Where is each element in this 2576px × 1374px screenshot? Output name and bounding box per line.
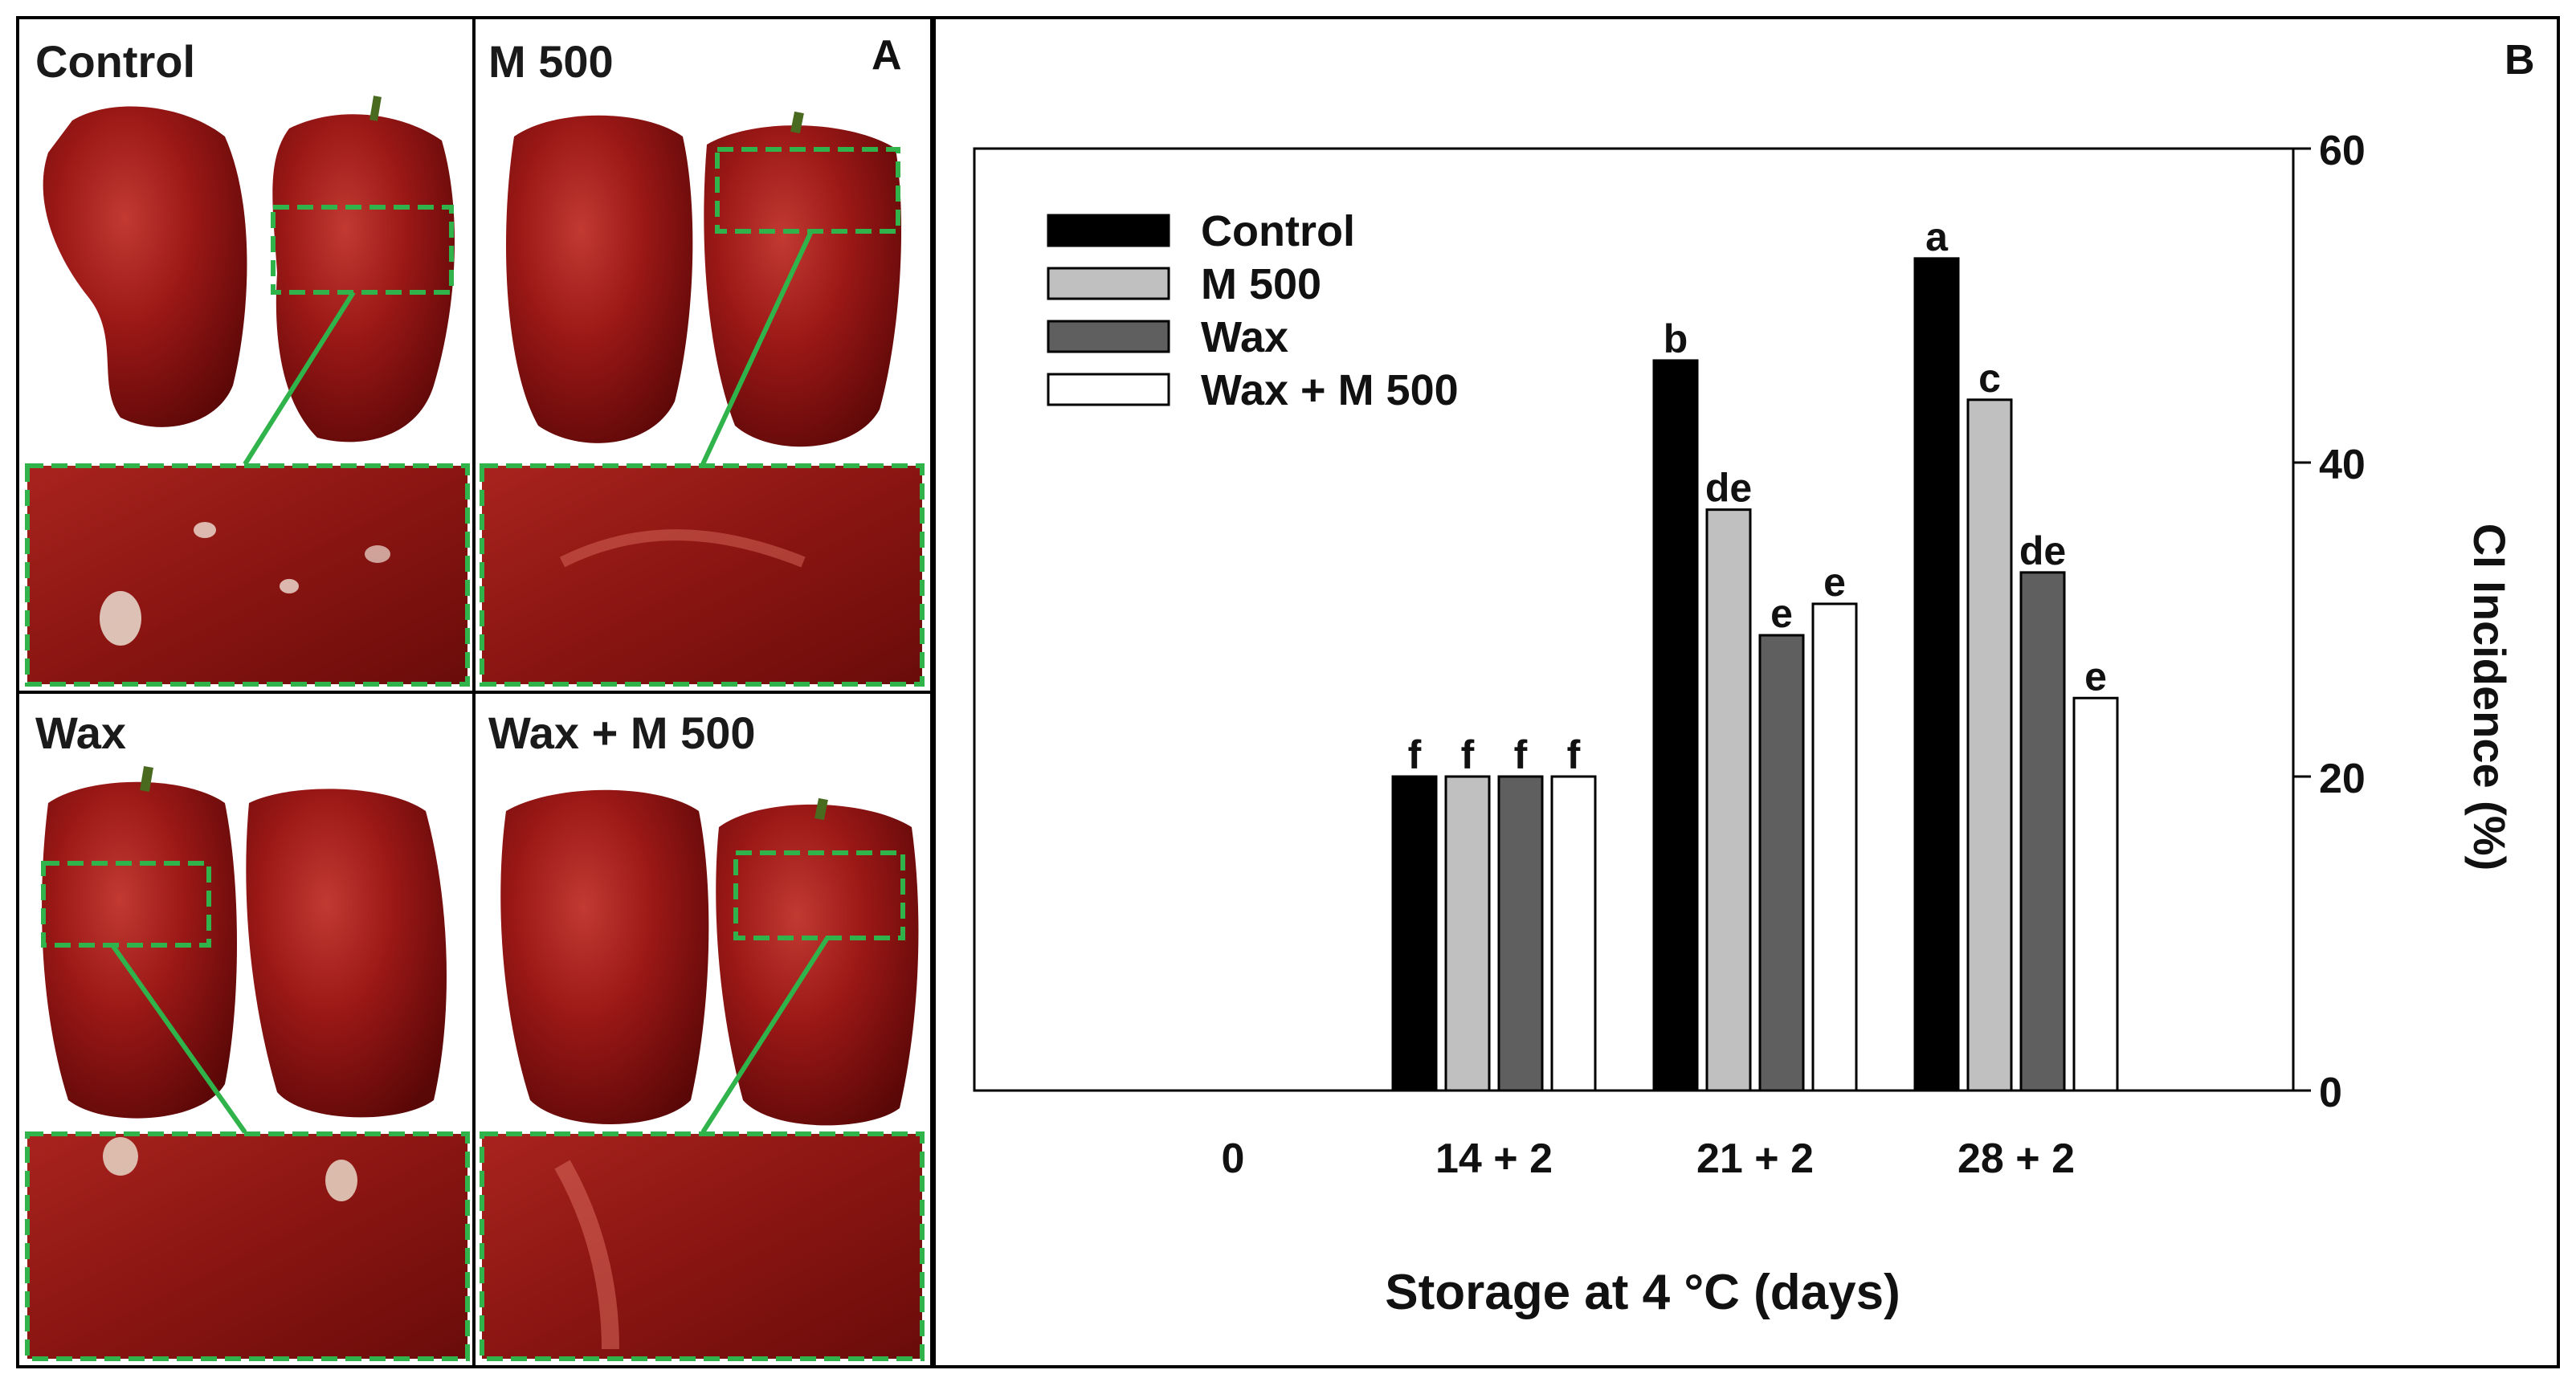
bar-wax-m-500-2	[1811, 602, 1858, 1092]
bar-letter: f	[1514, 732, 1528, 777]
x-tick-label: 14 + 2	[1435, 1135, 1553, 1182]
bar-wax-1	[1497, 775, 1544, 1092]
bar-m-500-1	[1444, 775, 1491, 1092]
stem-wax-m500	[814, 797, 828, 821]
photo-title-control: Control	[35, 36, 195, 87]
legend: Control M 500 Wax Wax + M 500	[1047, 207, 1459, 414]
bar-letter: de	[2019, 528, 2066, 573]
bar-letter: b	[1664, 316, 1688, 361]
bars	[1391, 257, 2119, 1092]
panel-a-label: A	[872, 32, 902, 79]
bar-m-500-2	[1705, 508, 1752, 1092]
x-axis: 0 14 + 2 21 + 2 28 + 2	[1222, 1135, 2075, 1182]
stem-m500	[790, 111, 804, 134]
zoom-box-wax	[41, 861, 211, 948]
lesion-control-4	[365, 545, 390, 563]
bar-letter: c	[1978, 356, 2001, 401]
zoom-inset-wax	[25, 1131, 470, 1361]
zoom-connector-wax	[110, 944, 247, 1134]
zoom-connector-m500	[700, 230, 814, 466]
highlight-wax-m500	[554, 1160, 619, 1350]
pepper-control-left	[43, 106, 247, 427]
pepper-control-right	[272, 114, 455, 442]
bar-control-2	[1652, 359, 1699, 1092]
photo-wax-m500: Wax + M 500	[480, 707, 925, 1361]
bar-letter: de	[1705, 466, 1752, 511]
y-tick-label: 20	[2319, 756, 2366, 802]
x-axis-title: Storage at 4 °C (days)	[1385, 1265, 1900, 1320]
photo-title-m500: M 500	[488, 36, 614, 87]
zoom-connector-wax-m500	[700, 936, 830, 1134]
bar-m-500-3	[1966, 398, 2013, 1092]
legend-label: Control	[1201, 207, 1355, 255]
bar-letter: f	[1461, 732, 1475, 777]
y-tick-label: 0	[2319, 1070, 2342, 1116]
legend-swatch-control	[1047, 214, 1170, 247]
bar-wax-m-500-1	[1550, 775, 1597, 1092]
photo-control: Control	[25, 36, 470, 687]
pepper-m500-left	[506, 115, 693, 443]
x-tick-label: 21 + 2	[1696, 1135, 1814, 1182]
bar-control-3	[1913, 257, 1960, 1092]
plot-area	[973, 147, 2295, 1092]
legend-label: Wax + M 500	[1201, 366, 1459, 414]
legend-label: M 500	[1201, 260, 1321, 308]
x-tick-label: 0	[1222, 1135, 1245, 1182]
bar-letter: a	[1925, 214, 1949, 259]
zoom-inset-control	[25, 463, 470, 687]
legend-swatch-wax	[1047, 320, 1170, 353]
lesion-control-3	[280, 579, 299, 593]
lesion-control-2	[194, 522, 216, 538]
zoom-connector-control	[243, 291, 356, 466]
zoom-inset-m500	[480, 463, 925, 687]
pepper-wax-m500-right	[716, 804, 919, 1126]
bar-wax-3	[2019, 571, 2066, 1092]
y-tick-label: 40	[2319, 442, 2366, 488]
pepper-wax-right	[246, 789, 447, 1118]
bar-control-1	[1391, 775, 1438, 1092]
y-tick-label: 60	[2319, 128, 2366, 174]
legend-label: Wax	[1201, 313, 1288, 361]
bar-letter: f	[1408, 732, 1422, 777]
bar-wax-m-500-3	[2072, 696, 2119, 1092]
lesion-control-1	[100, 591, 141, 646]
panel-b-label: B	[2505, 37, 2535, 84]
zoom-inset-wax-m500	[480, 1131, 925, 1361]
zoom-box-control	[271, 205, 454, 295]
photo-m500: M 500	[480, 36, 925, 687]
legend-swatch-wax-m-500	[1047, 373, 1170, 406]
lesion-wax-2	[325, 1160, 357, 1201]
pepper-wax-left	[42, 781, 238, 1119]
pepper-wax-m500-left	[500, 789, 709, 1124]
bar-letter: e	[1823, 560, 1846, 605]
panel-b: B 0 20 40 60 0 14 + 2 21 + 2 28 + 2 f b a f de c f e d…	[933, 16, 2560, 1368]
bar-wax-2	[1758, 634, 1805, 1092]
bar-letter: e	[1770, 591, 1793, 636]
stem-wax	[140, 766, 153, 792]
pepper-m500-right	[704, 125, 902, 447]
bar-letter: f	[1567, 732, 1581, 777]
panel-a: A Control M 500 Wax	[16, 16, 933, 1368]
legend-swatch-m-500	[1047, 267, 1170, 300]
photo-title-wax-m500: Wax + M 500	[488, 707, 756, 758]
x-tick-label: 28 + 2	[1958, 1135, 2075, 1182]
zoom-box-m500	[715, 147, 900, 234]
y-axis-title: CI Incidence (%)	[2464, 524, 2515, 871]
photo-wax: Wax	[25, 707, 470, 1361]
y-axis: 0 20 40 60	[2293, 128, 2366, 1116]
lesion-wax-1	[103, 1137, 138, 1176]
bar-letter: e	[2084, 654, 2107, 699]
highlight-m500	[559, 529, 806, 568]
stem-control	[369, 96, 382, 121]
photo-title-wax: Wax	[35, 707, 126, 758]
zoom-box-wax-m500	[733, 850, 905, 940]
